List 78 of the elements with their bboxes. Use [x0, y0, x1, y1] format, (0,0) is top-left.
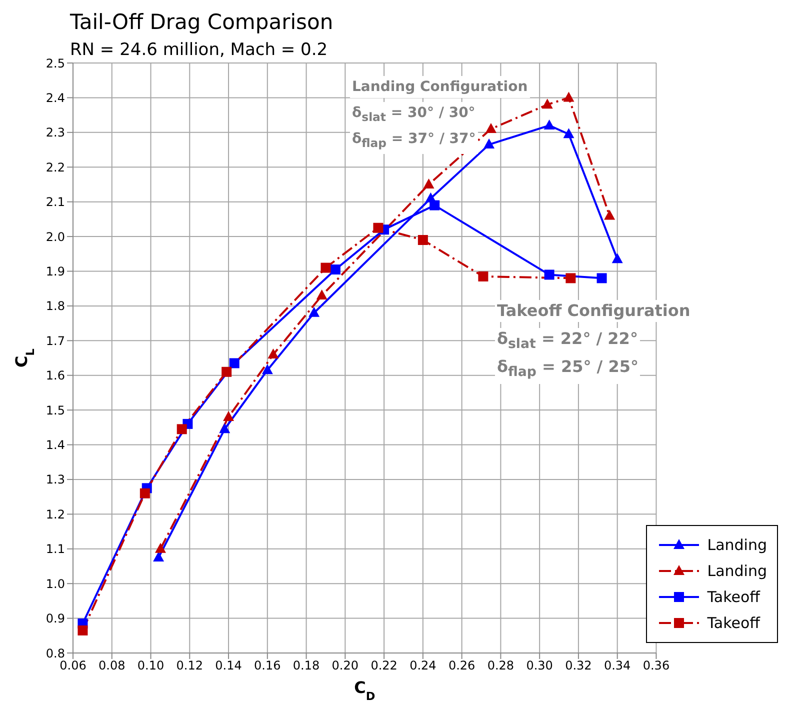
- y-tick-label: 2.4: [46, 90, 65, 105]
- legend-label: Takeoff: [707, 587, 760, 608]
- point: [308, 306, 320, 317]
- legend-label: Landing: [707, 535, 767, 556]
- point: [566, 273, 576, 284]
- y-tick-label: 1.8: [46, 299, 65, 314]
- point: [612, 253, 623, 264]
- x-tick-label: 0.34: [604, 658, 631, 673]
- y-tick-label: 1.1: [46, 542, 65, 556]
- y-tick-label: 1.5: [46, 403, 65, 418]
- y-tick-label: 2.1: [46, 195, 65, 210]
- x-tick-label: 0.26: [448, 658, 476, 673]
- point: [544, 270, 554, 280]
- y-tick-label: 1.7: [46, 334, 65, 348]
- point: [596, 273, 607, 284]
- point: [223, 411, 234, 421]
- x-tick-label: 0.06: [60, 658, 86, 673]
- point: [262, 364, 273, 374]
- point: [330, 264, 340, 274]
- y-tick-label: 0.8: [46, 646, 65, 660]
- y-tick-label: 2.3: [46, 126, 65, 140]
- chart-subtitle: RN = 24.6 million, Mach = 0.2: [70, 40, 328, 60]
- point: [563, 92, 574, 102]
- point: [320, 262, 331, 273]
- y-tick-label: 2.0: [46, 230, 65, 244]
- point: [484, 138, 495, 149]
- x-tick-label: 0.10: [137, 658, 164, 673]
- y-tick-label: 1.3: [46, 472, 65, 487]
- x-axis-title: C$_{D}$: [354, 678, 376, 702]
- annotation: Landing Configuration: [350, 76, 530, 98]
- x-tick-label: 0.22: [370, 658, 398, 673]
- annotation: δ$_{flap}$ = 37° / 37°: [350, 128, 478, 154]
- y-tick-label: 1.6: [46, 368, 65, 383]
- y-tick-label: 1.2: [46, 507, 65, 522]
- point: [78, 625, 88, 636]
- point: [229, 358, 240, 368]
- x-tick-label: 0.20: [332, 658, 359, 673]
- x-tick-label: 0.24: [410, 658, 436, 673]
- annotation: δ$_{slat}$ = 22° / 22°: [495, 328, 640, 356]
- point: [176, 424, 187, 434]
- y-tick-label: 2.2: [46, 160, 65, 174]
- point: [478, 271, 488, 282]
- point: [373, 222, 384, 233]
- point: [485, 122, 496, 133]
- point: [219, 423, 230, 434]
- legend-label: Landing: [707, 561, 767, 582]
- point: [153, 552, 164, 562]
- y-tick-label: 1.0: [46, 576, 65, 591]
- x-tick-label: 0.28: [487, 658, 514, 673]
- x-tick-label: 0.36: [642, 658, 670, 673]
- point: [268, 348, 279, 359]
- point: [563, 128, 574, 138]
- annotation: Takeoff Configuration: [495, 300, 692, 322]
- x-tick-label: 0.18: [292, 658, 320, 673]
- x-tick-label: 0.30: [526, 658, 553, 673]
- y-tick-label: 0.9: [46, 612, 65, 626]
- point: [430, 200, 440, 210]
- point: [222, 366, 232, 377]
- chart-title: Tail-Off Drag Comparison: [70, 10, 334, 34]
- y-tick-label: 1.4: [46, 438, 65, 452]
- x-tick-label: 0.16: [254, 658, 281, 673]
- point: [542, 98, 553, 109]
- legend-label: Takeoff: [707, 613, 760, 634]
- x-tick-label: 0.12: [176, 658, 204, 673]
- x-tick-label: 0.14: [215, 658, 242, 673]
- annotation: δ$_{flap}$ = 25° / 25°: [495, 356, 640, 384]
- point: [604, 210, 616, 220]
- point: [154, 542, 166, 553]
- y-tick-label: 1.9: [46, 264, 65, 278]
- x-tick-label: 0.08: [98, 658, 126, 673]
- x-tick-label: 0.32: [565, 658, 592, 673]
- point: [316, 290, 328, 300]
- point: [423, 178, 434, 188]
- point: [544, 119, 555, 130]
- point: [418, 235, 428, 245]
- y-tick-label: 2.5: [46, 56, 65, 70]
- point: [140, 488, 150, 498]
- annotation: δ$_{slat}$ = 30° / 30°: [350, 102, 478, 128]
